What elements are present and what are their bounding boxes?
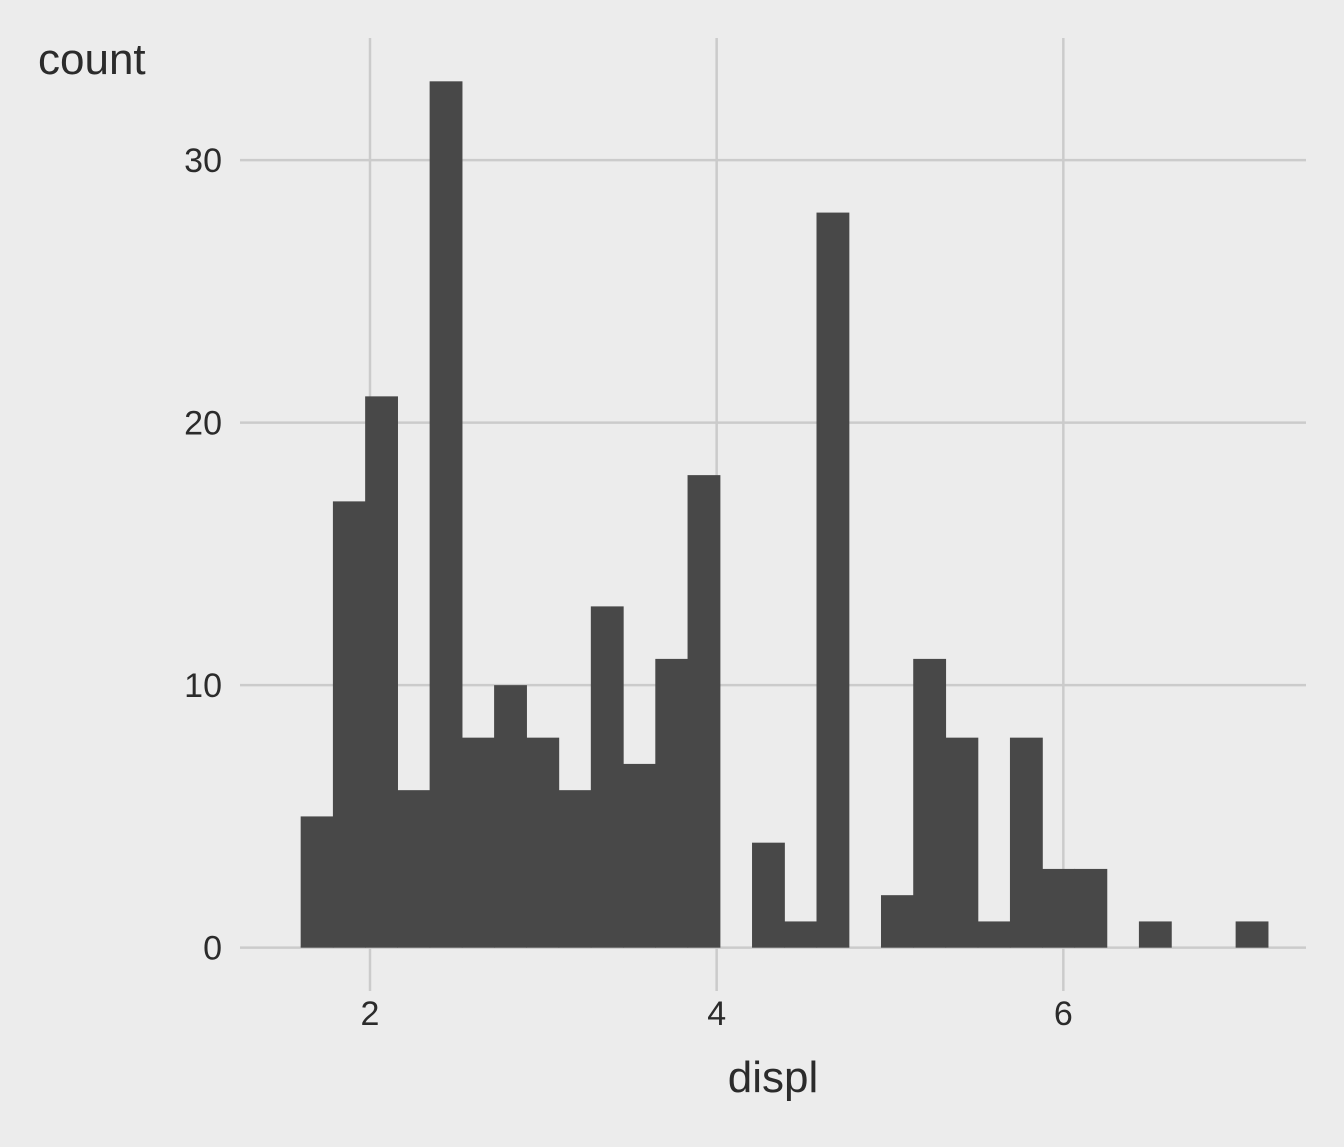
histogram-bar [1009, 737, 1043, 948]
histogram-bar [1074, 868, 1108, 948]
tick-labels: 0 10 20 30 2 4 6 [184, 142, 1073, 1033]
histogram-bar [977, 921, 1011, 948]
y-axis-title: count [38, 35, 146, 84]
histogram-bars [300, 81, 1269, 948]
histogram-bar [913, 658, 947, 948]
y-tick-label: 0 [203, 930, 222, 968]
histogram-bar [558, 790, 592, 948]
histogram-bar [429, 81, 463, 948]
histogram-bar [687, 475, 721, 948]
histogram-bar [1138, 921, 1172, 948]
y-tick-label: 20 [184, 405, 222, 443]
histogram-bar [945, 737, 979, 948]
histogram-bar [461, 737, 495, 948]
histogram-bar [590, 606, 624, 948]
x-axis-title: displ [728, 1053, 819, 1102]
histogram-bar [526, 737, 560, 948]
x-tick-label: 2 [361, 995, 380, 1033]
x-tick-label: 6 [1054, 995, 1073, 1033]
histogram-bar [623, 763, 656, 948]
x-tick-label: 4 [707, 995, 726, 1033]
histogram-bar [332, 501, 366, 948]
histogram-bar [1042, 868, 1076, 948]
histogram-bar [300, 816, 334, 948]
histogram-bar [816, 212, 850, 948]
histogram-bar [655, 658, 689, 948]
y-tick-label: 10 [184, 667, 222, 705]
histogram-bar [494, 685, 527, 948]
histogram-bar [880, 895, 914, 948]
histogram-bar [1235, 921, 1269, 948]
histogram-bar [397, 790, 431, 948]
histogram-bar [784, 921, 818, 948]
histogram-bar [365, 396, 398, 948]
histogram-bar [752, 842, 785, 948]
y-tick-label: 30 [184, 142, 222, 180]
